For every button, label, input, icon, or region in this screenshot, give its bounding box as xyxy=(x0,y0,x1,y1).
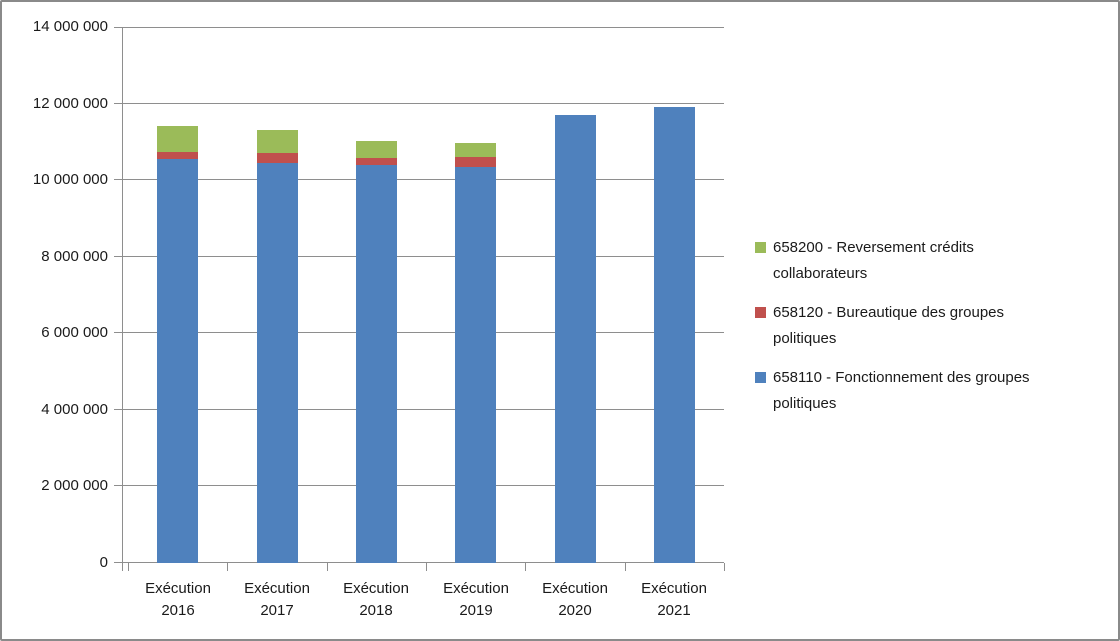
x-axis-tick xyxy=(426,563,427,571)
legend-item: 658200 - Reversement crédits collaborateu… xyxy=(755,235,1105,287)
y-axis-tick xyxy=(114,179,122,181)
x-axis-category-label: Exécution 2021 xyxy=(641,580,707,619)
legend-label: 658200 - Reversement crédits collaborateu… xyxy=(773,239,974,282)
x-axis-category-label: Exécution 2018 xyxy=(343,580,409,619)
bar-segment-658120 xyxy=(356,158,397,165)
y-axis-tick-label: 4 000 000 xyxy=(41,400,108,418)
x-axis-line xyxy=(122,562,724,563)
y-axis-tick xyxy=(114,485,122,487)
bar-segment-658110 xyxy=(654,107,695,563)
y-axis-tick xyxy=(114,102,122,104)
gridline xyxy=(122,485,724,487)
bar-segment-658110 xyxy=(555,115,596,563)
gridline xyxy=(122,408,724,410)
legend-label: 658110 - Fonctionnement des groupes polit… xyxy=(773,369,1030,412)
legend-item: 658110 - Fonctionnement des groupes polit… xyxy=(755,365,1105,417)
x-axis-tick xyxy=(128,563,129,571)
bar-segment-658200 xyxy=(356,141,397,158)
gridline xyxy=(122,255,724,257)
y-axis-tick-label: 12 000 000 xyxy=(32,94,108,112)
y-axis-tick-label: 14 000 000 xyxy=(32,18,108,35)
bar-segment-658120 xyxy=(257,153,298,163)
x-axis-tick xyxy=(724,563,725,571)
gridline xyxy=(122,102,724,104)
legend-color-swatch xyxy=(755,372,766,383)
x-axis-tick xyxy=(227,563,228,571)
legend-color-swatch xyxy=(755,307,766,318)
y-axis-tick-label: 8 000 000 xyxy=(41,247,108,265)
y-axis-line xyxy=(122,27,123,571)
bar-segment-658110 xyxy=(257,163,298,563)
legend-item: 658120 - Bureautique des groupes politiqu… xyxy=(755,300,1105,352)
bar-segment-658120 xyxy=(157,152,198,159)
bar-segment-658200 xyxy=(455,143,496,157)
chart-legend: 658200 - Reversement crédits collaborateu… xyxy=(755,235,1105,430)
y-axis-tick-label: 10 000 000 xyxy=(32,171,108,189)
x-axis-category-label: Exécution 2020 xyxy=(542,580,608,619)
plot-area xyxy=(122,27,724,563)
x-axis-category-label: Exécution 2016 xyxy=(145,580,211,619)
y-axis-tick xyxy=(114,255,122,257)
bar-segment-658200 xyxy=(157,126,198,152)
legend-label: 658120 - Bureautique des groupes politiqu… xyxy=(773,304,1005,347)
y-axis-tick xyxy=(114,562,122,563)
y-axis-tick xyxy=(114,332,122,334)
y-axis-tick xyxy=(114,27,122,28)
bar-segment-658110 xyxy=(455,167,496,563)
x-axis-tick xyxy=(327,563,328,571)
bar-segment-658110 xyxy=(356,165,397,563)
x-axis-tick xyxy=(625,563,626,571)
bar-segment-658120 xyxy=(455,157,496,167)
y-axis-tick xyxy=(114,408,122,410)
x-axis-tick xyxy=(525,563,526,571)
legend-color-swatch xyxy=(755,242,766,253)
bar-segment-658110 xyxy=(157,159,198,563)
gridline xyxy=(122,332,724,334)
y-axis-tick-label: 2 000 000 xyxy=(41,477,108,495)
x-axis-category-label: Exécution 2019 xyxy=(443,580,509,619)
gridline xyxy=(122,27,724,28)
y-axis-tick-label: 0 xyxy=(99,554,108,571)
x-axis-category-label: Exécution 2017 xyxy=(244,580,310,619)
bar-segment-658200 xyxy=(257,130,298,153)
gridline xyxy=(122,179,724,181)
y-axis-tick-label: 6 000 000 xyxy=(41,324,108,342)
